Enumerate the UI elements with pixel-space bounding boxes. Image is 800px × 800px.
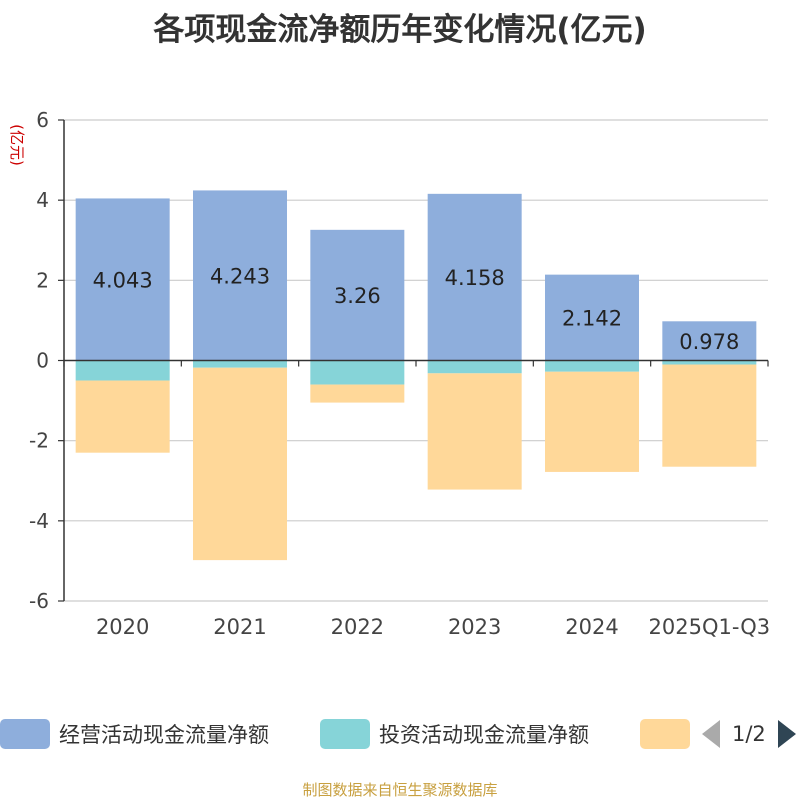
bar-series1-2022 xyxy=(310,229,405,361)
data-label: 3.26 xyxy=(334,284,381,308)
legend-swatch xyxy=(0,719,50,749)
legend-item[interactable]: 经营活动现金流量净额 xyxy=(0,712,269,756)
y-tick-label: -6 xyxy=(29,589,49,613)
legend-pager: 1/2 xyxy=(700,712,800,756)
bar-series3-2022 xyxy=(310,384,405,403)
x-tick-label: 2023 xyxy=(448,615,501,639)
bar-series1-2021 xyxy=(193,190,287,361)
bars-layer xyxy=(75,190,757,561)
x-tick-label: 2020 xyxy=(96,615,149,639)
x-tick-label: 2025Q1-Q3 xyxy=(649,615,771,639)
data-label: 4.158 xyxy=(445,266,505,290)
x-tick-label: 2021 xyxy=(213,615,266,639)
data-label: 4.043 xyxy=(93,268,153,292)
data-source-note: 制图数据来自恒生聚源数据库 xyxy=(302,781,498,799)
bar-series2-2025Q1-Q3 xyxy=(662,360,757,365)
chart-title: 各项现金流净额历年变化情况(亿元) xyxy=(153,12,647,48)
y-tick-label: -2 xyxy=(29,429,49,453)
x-tick-label: 2024 xyxy=(565,615,618,639)
bar-series2-2021 xyxy=(193,360,287,368)
bar-series3-2024 xyxy=(545,371,639,472)
grid-layer xyxy=(64,119,768,602)
bar-series2-2022 xyxy=(310,360,405,385)
y-axis-unit-label: (亿元) xyxy=(8,124,26,166)
chart-plot: 6 4 2 0 -2 -4 -6 (亿元) 4.043 2020 4.243 2021 3.26 2022… xyxy=(8,108,770,639)
legend-label: 投资活动现金流量净额 xyxy=(379,723,589,747)
y-tick-label: 2 xyxy=(36,268,49,292)
legend: 经营活动现金流量净额 投资活动现金流量净额 xyxy=(0,712,800,756)
legend-next-page-icon[interactable] xyxy=(777,720,796,748)
legend-label: 经营活动现金流量净额 xyxy=(59,723,269,747)
y-tick-label: 4 xyxy=(36,188,49,212)
legend-swatch xyxy=(320,719,370,749)
labels-layer: 6 4 2 0 -2 -4 -6 (亿元) 4.043 2020 4.243 2021 3.26 2022… xyxy=(8,108,770,639)
bar-series2-2023 xyxy=(427,360,522,374)
legend-prev-page-icon[interactable] xyxy=(702,720,720,748)
bar-series2-2024 xyxy=(545,360,639,372)
bar-series3-2021 xyxy=(193,367,287,561)
bar-series3-2020 xyxy=(75,380,170,453)
x-tick-label: 2022 xyxy=(331,615,384,639)
bar-series3-2025Q1-Q3 xyxy=(662,364,757,467)
bar-series1-2025Q1-Q3 xyxy=(662,321,757,361)
bar-series2-2020 xyxy=(75,360,170,381)
y-tick-label: 6 xyxy=(36,108,49,132)
y-tick-label: 0 xyxy=(36,349,49,373)
bar-series1-2023 xyxy=(427,193,522,361)
data-label: 0.978 xyxy=(679,330,739,354)
data-label: 4.243 xyxy=(210,264,270,288)
bar-series3-2023 xyxy=(427,373,522,490)
legend-page-indicator: 1/2 xyxy=(732,722,766,746)
axis-layer xyxy=(58,119,769,602)
bar-series1-2020 xyxy=(75,198,170,361)
legend-item[interactable] xyxy=(640,712,690,756)
legend-swatch xyxy=(640,719,690,749)
data-label: 2.142 xyxy=(562,307,622,331)
y-tick-label: -4 xyxy=(29,509,49,533)
legend-item[interactable]: 投资活动现金流量净额 xyxy=(320,712,589,756)
bar-series1-2024 xyxy=(545,274,639,361)
